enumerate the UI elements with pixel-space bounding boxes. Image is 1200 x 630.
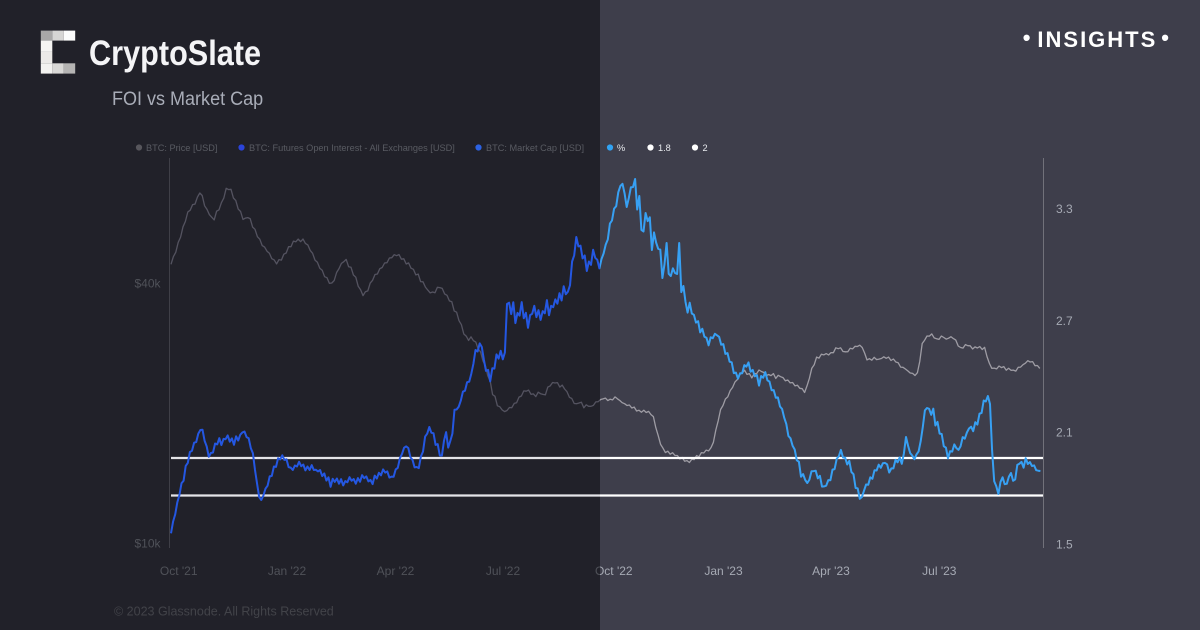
svg-text:Oct '22: Oct '22: [595, 564, 633, 578]
svg-text:3.3: 3.3: [1056, 202, 1073, 216]
svg-text:Jul '23: Jul '23: [922, 564, 957, 578]
svg-text:Oct '21: Oct '21: [160, 564, 198, 578]
svg-text:$40k: $40k: [134, 277, 161, 291]
svg-text:BTC: Price [USD]: BTC: Price [USD]: [146, 143, 217, 153]
svg-text:%: %: [617, 143, 625, 153]
svg-text:2.7: 2.7: [1056, 314, 1073, 328]
svg-text:Apr '23: Apr '23: [812, 564, 850, 578]
svg-text:$10k: $10k: [134, 537, 161, 551]
svg-text:© 2023 Glassnode. All Rights R: © 2023 Glassnode. All Rights Reserved: [114, 605, 334, 619]
svg-text:1.8: 1.8: [658, 143, 671, 153]
svg-text:2: 2: [703, 143, 708, 153]
svg-text:Jan '23: Jan '23: [704, 564, 743, 578]
svg-text:Jan '22: Jan '22: [268, 564, 307, 578]
svg-text:Apr '22: Apr '22: [377, 564, 415, 578]
svg-text:2.1: 2.1: [1056, 426, 1073, 440]
svg-text:Jul '22: Jul '22: [486, 564, 521, 578]
svg-text:1.5: 1.5: [1056, 538, 1073, 552]
svg-text:BTC: Market Cap [USD]: BTC: Market Cap [USD]: [486, 143, 584, 153]
svg-text:BTC: Futures Open Interest - A: BTC: Futures Open Interest - All Exchang…: [249, 143, 455, 153]
